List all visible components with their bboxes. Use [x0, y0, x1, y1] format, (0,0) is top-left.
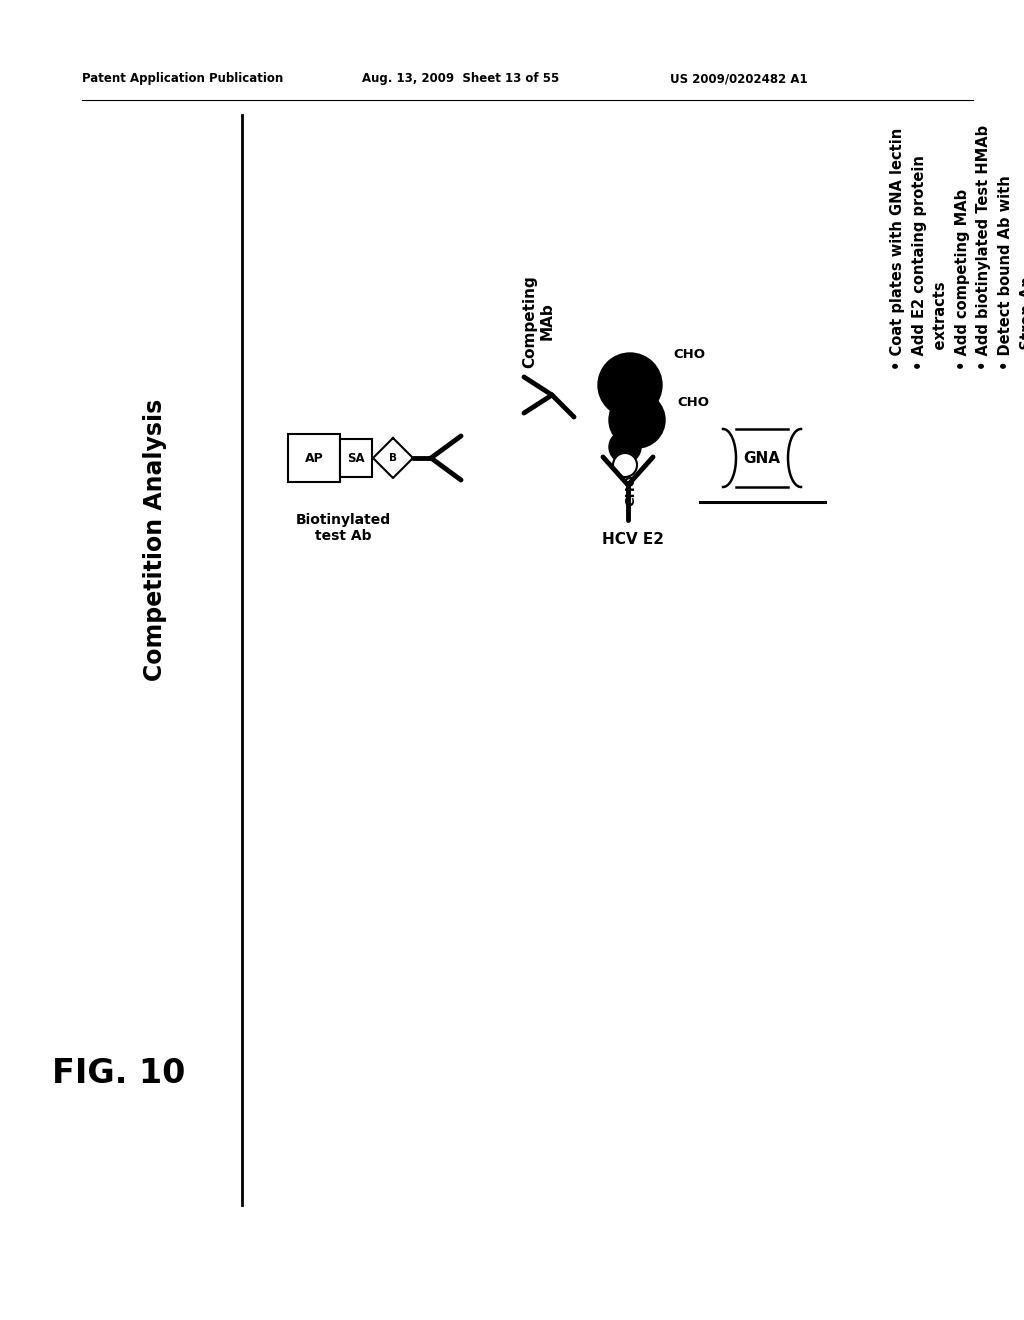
- Circle shape: [613, 453, 637, 477]
- Text: FIG. 10: FIG. 10: [52, 1057, 185, 1090]
- Text: CHO: CHO: [677, 396, 709, 409]
- Circle shape: [609, 432, 641, 463]
- Circle shape: [598, 352, 662, 417]
- Text: HCV E2: HCV E2: [602, 532, 664, 546]
- Circle shape: [609, 392, 665, 447]
- Text: Aug. 13, 2009  Sheet 13 of 55: Aug. 13, 2009 Sheet 13 of 55: [362, 73, 559, 84]
- Text: CHO: CHO: [625, 474, 638, 506]
- Text: • Coat plates with GNA lectin
• Add E2 containg protein
    extracts
• Add compe: • Coat plates with GNA lectin • Add E2 c…: [890, 125, 1024, 370]
- Text: GNA: GNA: [743, 450, 780, 466]
- Text: CHO: CHO: [673, 348, 705, 362]
- Text: AP: AP: [304, 451, 324, 465]
- Text: Patent Application Publication: Patent Application Publication: [82, 73, 284, 84]
- Text: B: B: [389, 453, 397, 463]
- Text: Competing
MAb: Competing MAb: [522, 275, 554, 368]
- FancyBboxPatch shape: [288, 434, 340, 482]
- Text: Competition Analysis: Competition Analysis: [143, 399, 167, 681]
- Text: SA: SA: [347, 451, 365, 465]
- Text: US 2009/0202482 A1: US 2009/0202482 A1: [670, 73, 808, 84]
- FancyBboxPatch shape: [340, 440, 372, 477]
- Text: Biotinylated
test Ab: Biotinylated test Ab: [296, 513, 390, 544]
